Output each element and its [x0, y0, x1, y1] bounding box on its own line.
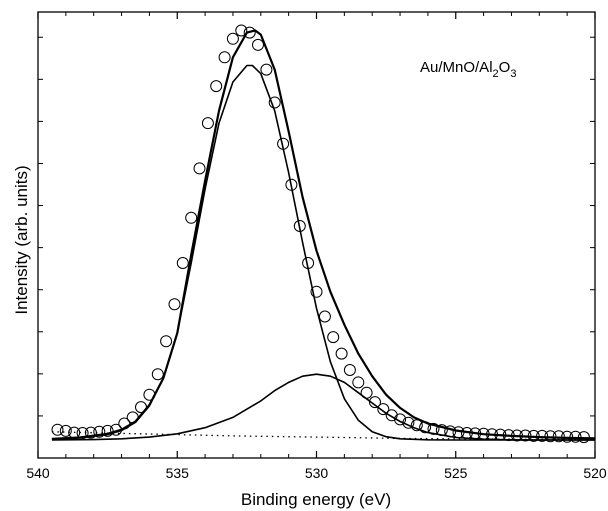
data-point — [193, 162, 206, 175]
data-point — [235, 24, 248, 37]
annotation-mid: O — [499, 59, 511, 76]
y-axis-ticks — [38, 36, 595, 417]
data-point — [252, 38, 264, 51]
data-point — [101, 424, 114, 437]
data-point — [226, 32, 239, 45]
x-tick-label: 525 — [444, 465, 468, 481]
annotation-main: Au/MnO/Al — [420, 59, 493, 76]
x-tick-label: 540 — [26, 465, 50, 481]
data-point — [394, 413, 407, 426]
series-fit-envelope-line — [51, 29, 596, 440]
data-point — [201, 117, 214, 130]
data-point — [185, 211, 198, 224]
data-point — [151, 368, 164, 381]
data-point — [327, 331, 340, 344]
data-point — [569, 430, 582, 443]
data-point — [318, 310, 331, 323]
series-component-line-3 — [51, 373, 595, 441]
data-point — [352, 376, 365, 389]
series-component-line-2 — [51, 64, 595, 441]
series-layer — [51, 24, 596, 444]
sample-annotation: Au/MnO/Al2O3 — [420, 59, 516, 80]
y-axis-title: Intensity (arb. units) — [12, 165, 31, 314]
data-point — [552, 430, 565, 443]
data-point — [369, 396, 381, 409]
series-background-line — [51, 431, 596, 441]
data-point — [343, 364, 356, 376]
data-point — [51, 423, 64, 436]
x-axis-title: Binding energy (eV) — [241, 490, 391, 509]
x-axis-ticks: 540 535 530 525 520 — [26, 12, 607, 481]
annotation-sub-2: 3 — [510, 68, 516, 80]
data-point — [335, 347, 348, 360]
x-tick-label: 535 — [166, 465, 190, 481]
annotation-sub-1: 2 — [493, 68, 499, 80]
data-point — [93, 425, 106, 438]
series-measured-points — [51, 24, 590, 444]
data-point — [176, 257, 189, 269]
data-point — [260, 63, 273, 76]
data-point — [377, 403, 390, 416]
x-tick-label: 530 — [305, 465, 329, 481]
x-tick-label: 520 — [583, 465, 607, 481]
data-point — [59, 424, 72, 437]
data-point — [310, 285, 323, 298]
data-point — [76, 427, 89, 439]
data-point — [160, 335, 173, 348]
data-point — [268, 96, 281, 109]
data-point — [427, 422, 440, 435]
data-point — [210, 80, 223, 93]
data-point — [243, 26, 256, 39]
data-point — [168, 298, 181, 311]
data-point — [218, 51, 231, 64]
